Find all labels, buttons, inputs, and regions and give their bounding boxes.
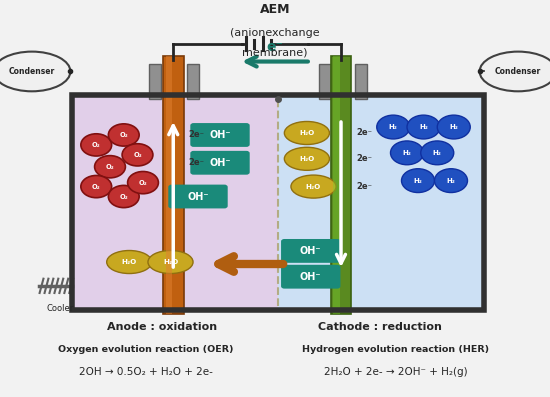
Circle shape — [108, 124, 139, 146]
Text: O₂: O₂ — [119, 132, 128, 138]
Text: O₂: O₂ — [139, 179, 147, 186]
Circle shape — [122, 144, 153, 166]
Ellipse shape — [291, 175, 336, 198]
Text: OH⁻: OH⁻ — [187, 191, 209, 202]
Text: OH⁻: OH⁻ — [209, 158, 231, 168]
Text: Hydrogen evolution reaction (HER): Hydrogen evolution reaction (HER) — [302, 345, 490, 355]
Ellipse shape — [284, 147, 329, 170]
Text: Cathode : reduction: Cathode : reduction — [317, 322, 442, 331]
Text: 2e⁻: 2e⁻ — [356, 154, 372, 163]
Text: H₂: H₂ — [414, 177, 422, 184]
Bar — [333, 56, 339, 314]
Circle shape — [108, 185, 139, 208]
FancyBboxPatch shape — [281, 265, 340, 289]
Text: 2e⁻: 2e⁻ — [189, 158, 205, 167]
Text: H₂: H₂ — [419, 124, 428, 130]
Text: 2e⁻: 2e⁻ — [356, 182, 372, 191]
Bar — [331, 56, 351, 314]
Text: 2e⁻: 2e⁻ — [189, 131, 205, 139]
Text: O₂: O₂ — [133, 152, 142, 158]
Ellipse shape — [148, 251, 193, 274]
Text: OH⁻: OH⁻ — [209, 130, 231, 140]
Circle shape — [95, 156, 125, 178]
Ellipse shape — [480, 52, 550, 91]
Bar — [319, 64, 331, 99]
Text: H₂O: H₂O — [163, 259, 178, 265]
Text: H₂O: H₂O — [299, 156, 315, 162]
Text: OH⁻: OH⁻ — [300, 246, 322, 256]
Circle shape — [377, 115, 410, 139]
Circle shape — [407, 115, 440, 139]
Text: H₂: H₂ — [389, 124, 398, 130]
Circle shape — [421, 141, 454, 165]
FancyBboxPatch shape — [168, 185, 228, 208]
Ellipse shape — [107, 251, 152, 274]
Circle shape — [81, 134, 112, 156]
Bar — [72, 95, 278, 310]
FancyBboxPatch shape — [281, 239, 340, 263]
Text: H₂: H₂ — [447, 177, 455, 184]
Bar — [148, 64, 161, 99]
Text: O₂: O₂ — [92, 142, 101, 148]
Circle shape — [437, 115, 470, 139]
Text: H₂O: H₂O — [299, 130, 315, 136]
Bar — [355, 64, 367, 99]
Circle shape — [434, 169, 468, 193]
Circle shape — [402, 169, 434, 193]
Text: H₂O: H₂O — [122, 259, 137, 265]
Text: H₂: H₂ — [433, 150, 442, 156]
Ellipse shape — [284, 121, 329, 145]
Text: H₂O: H₂O — [306, 183, 321, 190]
Text: O₂: O₂ — [119, 193, 128, 200]
FancyBboxPatch shape — [190, 123, 250, 147]
FancyBboxPatch shape — [190, 151, 250, 175]
Text: Cooler: Cooler — [47, 304, 74, 313]
Text: O₂: O₂ — [92, 183, 101, 190]
Text: 2H₂O + 2e- → 2OH⁻ + H₂(g): 2H₂O + 2e- → 2OH⁻ + H₂(g) — [324, 367, 468, 377]
Text: H₂: H₂ — [449, 124, 458, 130]
Text: H₂: H₂ — [403, 150, 411, 156]
Text: e⁻: e⁻ — [267, 40, 283, 54]
Bar — [166, 56, 172, 314]
Circle shape — [390, 141, 424, 165]
Ellipse shape — [0, 52, 70, 91]
Text: Condenser: Condenser — [9, 67, 55, 76]
Text: Anode : oxidation: Anode : oxidation — [107, 322, 217, 331]
Text: 2OH → 0.5O₂ + H₂O + 2e-: 2OH → 0.5O₂ + H₂O + 2e- — [79, 367, 213, 377]
Text: Condenser: Condenser — [495, 67, 541, 76]
Text: OH⁻: OH⁻ — [300, 272, 322, 282]
Bar — [278, 95, 484, 310]
Text: 2e⁻: 2e⁻ — [356, 129, 372, 137]
Text: Oxygen evolution reaction (OER): Oxygen evolution reaction (OER) — [58, 345, 234, 355]
Bar — [163, 56, 184, 314]
Text: membrane): membrane) — [242, 48, 308, 58]
Text: AEM: AEM — [260, 3, 290, 16]
Text: O₂: O₂ — [106, 164, 114, 170]
Circle shape — [81, 175, 112, 198]
Bar — [187, 64, 199, 99]
Text: (anionexchange: (anionexchange — [230, 28, 320, 38]
Circle shape — [128, 172, 158, 194]
